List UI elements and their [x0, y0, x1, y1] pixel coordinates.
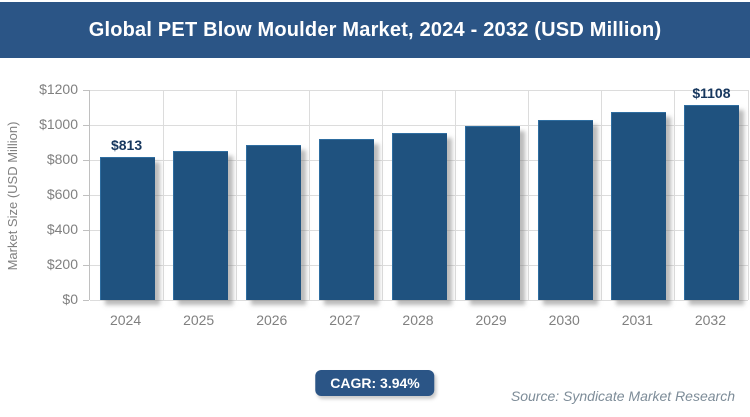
y-tick-label: $400	[46, 221, 78, 237]
y-tick-mark	[83, 90, 89, 91]
v-gridline	[162, 90, 164, 300]
bar	[318, 139, 374, 300]
v-gridline	[381, 90, 383, 300]
y-tick-label: $600	[46, 186, 78, 202]
x-tick-label: 2032	[694, 312, 726, 328]
y-tick-mark	[83, 300, 89, 301]
v-gridline	[528, 90, 530, 300]
bar	[538, 119, 594, 300]
v-gridline	[235, 90, 237, 300]
y-tick-label: $1000	[39, 116, 78, 132]
y-tick-label: $1200	[39, 81, 78, 97]
bar-value-label: $813	[110, 136, 143, 153]
v-gridline	[674, 90, 676, 300]
x-tick-label: 2024	[109, 312, 142, 328]
source-text: Source: Syndicate Market Research	[510, 388, 735, 404]
cagr-badge: CAGR: 3.94%	[315, 370, 435, 396]
bar	[392, 132, 447, 300]
h-gridline	[90, 89, 748, 91]
h-gridline	[90, 299, 748, 301]
y-tick-mark	[83, 230, 89, 231]
x-tick-label: 2025	[183, 312, 215, 328]
h-gridline	[90, 124, 748, 126]
y-tick-label: $200	[46, 256, 78, 272]
x-tick-label: 2030	[548, 312, 580, 328]
y-tick-label: $0	[62, 291, 78, 307]
bar	[245, 145, 301, 300]
plot-area: $813 $1108	[89, 85, 749, 301]
y-tick-mark	[83, 265, 89, 266]
bar	[172, 151, 228, 300]
v-gridline	[747, 90, 749, 300]
x-tick-label: 2031	[621, 312, 653, 328]
chart-title: Global PET Blow Moulder Market, 2024 - 2…	[88, 18, 662, 41]
x-tick-label: 2026	[256, 312, 288, 328]
x-tick-label: 2028	[402, 312, 434, 328]
bar	[684, 105, 740, 300]
x-tick-label: 2027	[329, 312, 361, 328]
bar	[465, 126, 521, 300]
bar	[99, 156, 155, 300]
y-tick-mark	[83, 160, 89, 161]
bar-value-label: $1108	[692, 85, 731, 102]
x-tick-label: 2029	[475, 312, 507, 328]
v-gridline	[308, 90, 310, 300]
chart-title-bar: Global PET Blow Moulder Market, 2024 - 2…	[0, 2, 750, 58]
bar	[611, 112, 667, 300]
v-gridline	[455, 90, 457, 300]
y-tick-mark	[83, 125, 89, 126]
y-tick-label: $800	[46, 151, 78, 167]
y-tick-mark	[83, 195, 89, 196]
v-gridline	[601, 90, 603, 300]
